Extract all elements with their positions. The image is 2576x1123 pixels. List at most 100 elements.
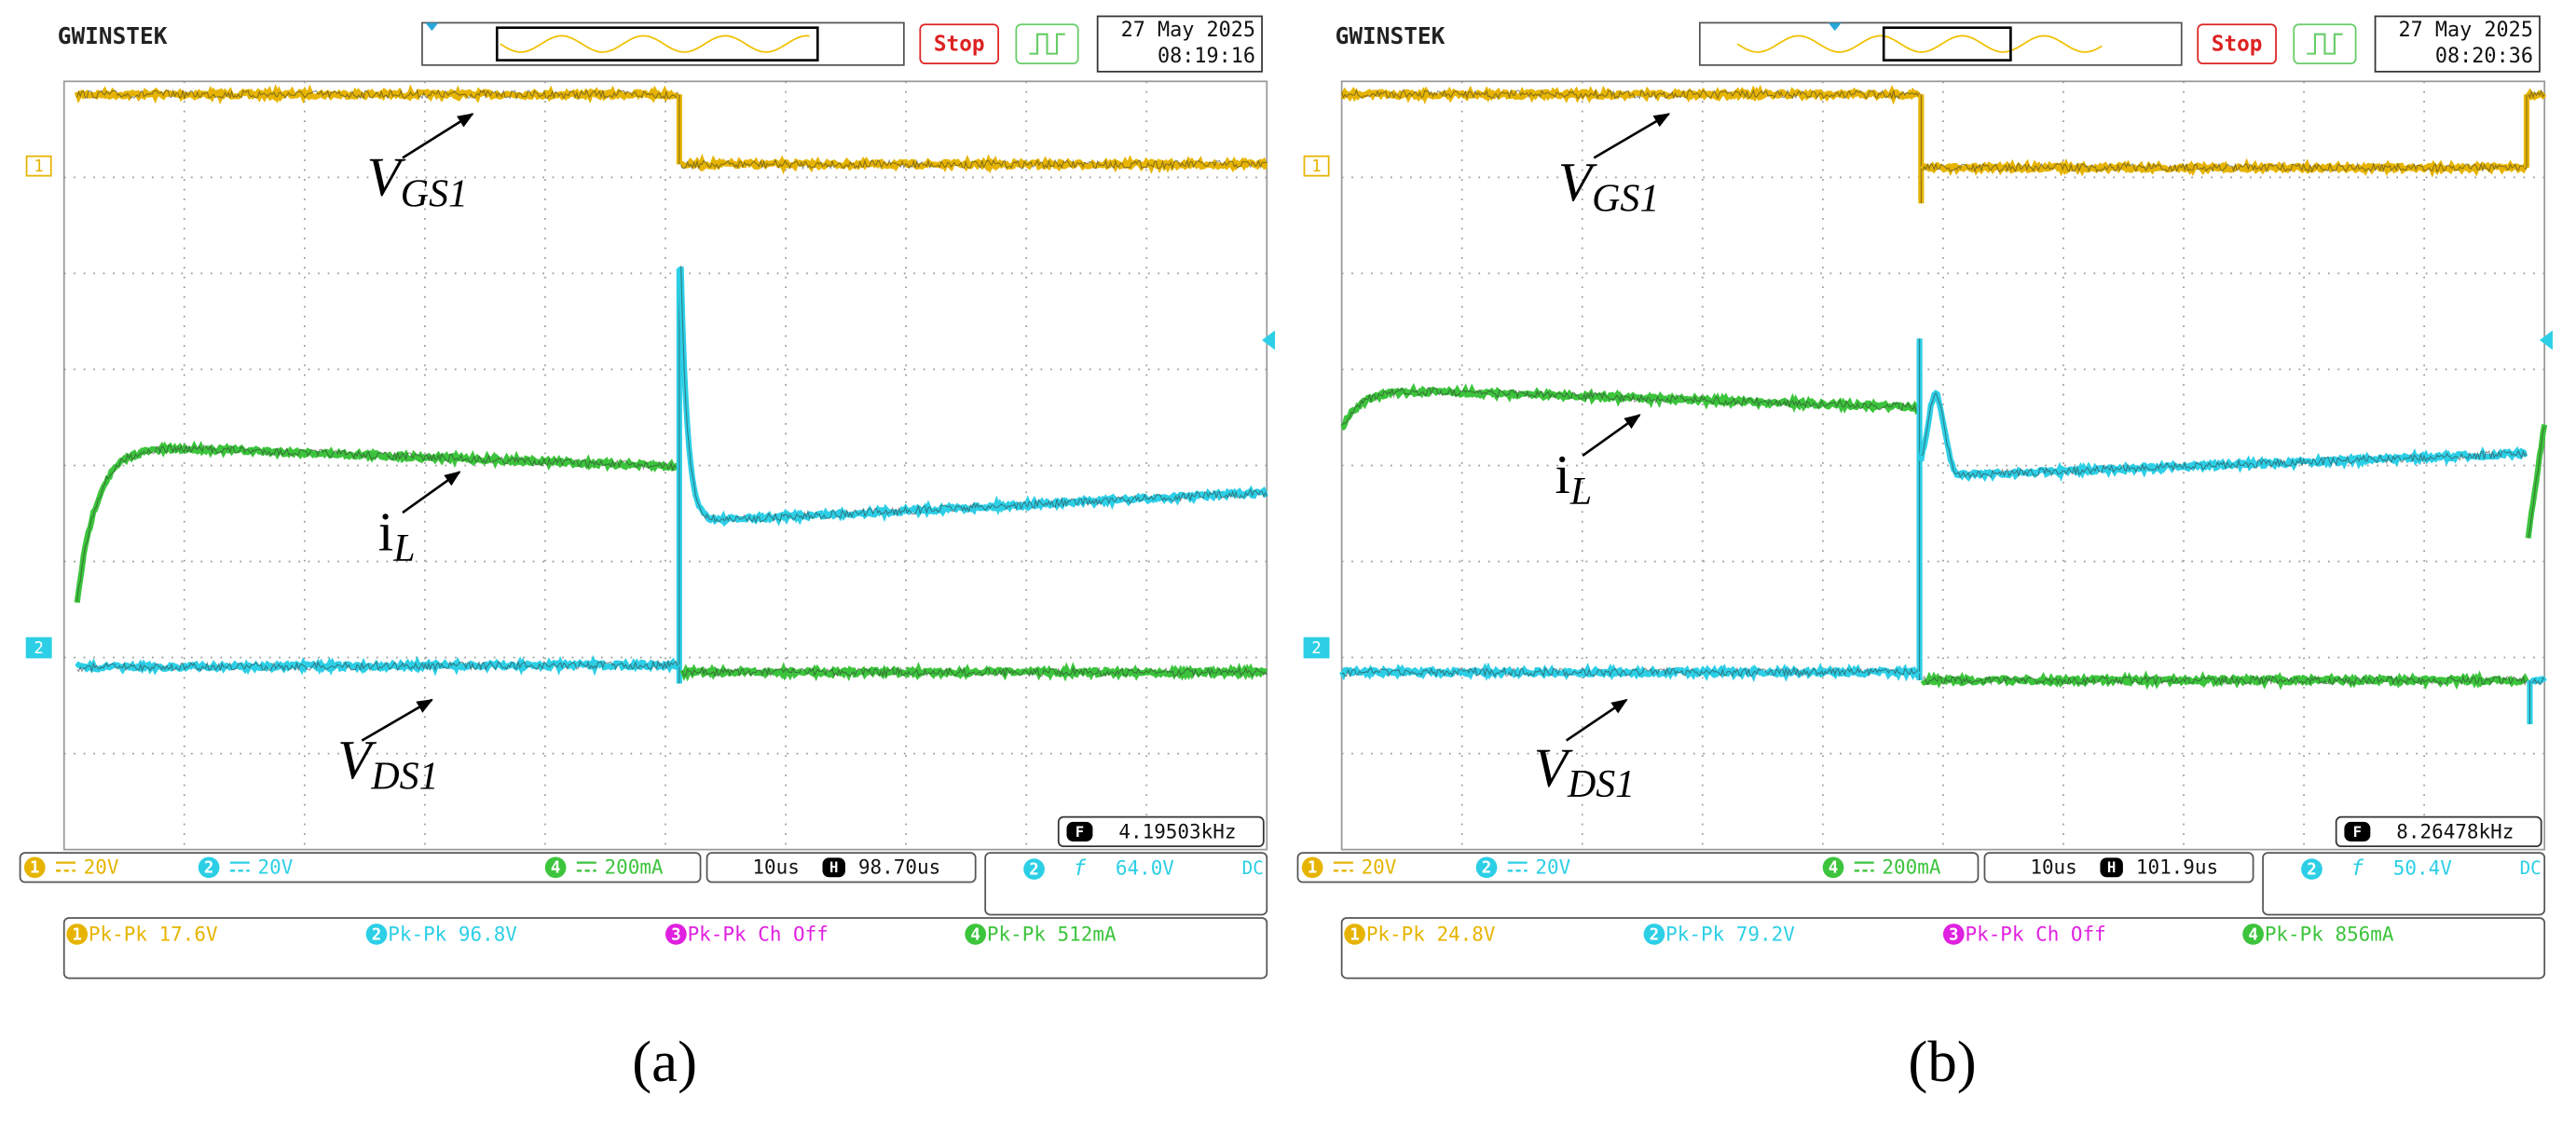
- trace: [680, 153, 1268, 175]
- horizontal-icon-bg: [822, 857, 845, 878]
- trigger-box: [2262, 852, 2546, 916]
- annotation-arrow: [1565, 698, 1628, 742]
- annotation-subscript: DS1: [1567, 763, 1635, 806]
- trace-noise: [1341, 666, 1919, 678]
- channel-badge: [1344, 924, 1365, 945]
- channel-scale: 20V: [258, 856, 294, 879]
- trace: [1918, 390, 2528, 483]
- datetime-box: [1096, 15, 1263, 73]
- brand-logo: GWINSTEK: [1336, 22, 1446, 49]
- measurement: Pk-Pk 17.6V: [89, 923, 218, 945]
- trace: [1339, 662, 1921, 683]
- channel-id: 2: [2307, 860, 2317, 879]
- trace-noise: [76, 659, 678, 674]
- stop-button: [2197, 23, 2277, 64]
- channel-row: [19, 852, 702, 883]
- scope-panel: GWINSTEK Stop 27 May 2025 08:20:36 1 2 F 8.2647…: [1296, 15, 2553, 1094]
- channel-id: 2: [1482, 859, 1492, 878]
- channel-id: 2: [1029, 860, 1039, 879]
- dc-coupling-glyph: [229, 861, 250, 872]
- annotation-symbol: i: [378, 500, 394, 562]
- annotation-label: VDS1: [1534, 736, 1635, 806]
- screen: [1340, 80, 2546, 851]
- channel-badge: [1942, 924, 1965, 945]
- trace-noise: [1341, 387, 1919, 426]
- measurement: Pk-Pk 96.8V: [388, 923, 517, 945]
- annotation-subscript: L: [1569, 471, 1592, 514]
- trigger-slope: f: [2351, 856, 2364, 881]
- dc-coupling-glyph: [1854, 861, 1874, 872]
- channel-id: 4: [2248, 925, 2258, 944]
- channel-badge: [1643, 924, 1665, 945]
- trigger-marker: [1828, 22, 1842, 32]
- channel-badge: [1475, 856, 1498, 879]
- annotation-arrow: [1593, 113, 1671, 159]
- annotation-label: VGS1: [367, 145, 468, 215]
- timebase: 10us: [752, 856, 799, 879]
- trigger-level: 50.4V: [2393, 857, 2452, 880]
- annotation-symbol: V: [337, 728, 377, 789]
- channel-badge: [2242, 924, 2264, 945]
- channel-marker-label: 1: [1311, 157, 1322, 176]
- preview-window: [1882, 26, 2012, 62]
- measurement: Pk-Pk Ch Off: [688, 923, 829, 945]
- channel-badge: [544, 856, 567, 879]
- trace-noise: [680, 266, 1267, 524]
- channel-scale: 200mA: [605, 856, 664, 879]
- frequency-icon-bg: [2344, 821, 2371, 842]
- position: 98.70us: [858, 856, 940, 879]
- channel-id: 1: [1350, 925, 1360, 944]
- scope-panel: GWINSTEK Stop 27 May 2025 08:19:16 1 2 F 4.1950…: [19, 15, 1276, 1094]
- preview-window: [495, 26, 819, 62]
- channel-badge: [965, 924, 987, 945]
- date: 27 May 2025: [2399, 19, 2533, 42]
- trigger-coupling: DC: [2520, 857, 2542, 879]
- channel-badge: [665, 924, 687, 945]
- trace: [1920, 157, 2529, 178]
- channel-badge: [365, 924, 388, 945]
- channel-id: 4: [1829, 859, 1839, 878]
- annotation-arrow: [361, 698, 433, 742]
- dc-coupling-glyph: [1333, 861, 1353, 872]
- channel-badge: [2301, 858, 2323, 880]
- channel-badge: [1301, 856, 1323, 879]
- caption: (a): [632, 1029, 697, 1094]
- stop-button: [919, 23, 1000, 64]
- position: 101.9us: [2136, 856, 2218, 879]
- trigger-marker: [425, 22, 439, 32]
- channel-marker-label: 2: [1311, 639, 1322, 658]
- frequency-icon: F: [2353, 823, 2362, 841]
- annotation-subscript: GS1: [1592, 177, 1659, 220]
- horizontal-icon: H: [829, 858, 838, 876]
- preview-wave: [500, 34, 810, 53]
- channel-marker-label: 1: [34, 157, 44, 176]
- annotation-arrow: [402, 471, 461, 514]
- dc-coupling-glyph: [576, 861, 596, 872]
- horizontal-icon: H: [2107, 858, 2116, 876]
- annotation-symbol: V: [367, 145, 406, 207]
- dc-coupling-glyph: [1507, 861, 1528, 872]
- caption: (b): [1908, 1029, 1976, 1094]
- trace-noise: [1922, 161, 2528, 173]
- frequency-box: [1057, 815, 1265, 847]
- channel-id: 2: [372, 925, 382, 944]
- frequency-box: [2335, 815, 2542, 847]
- trace-noise: [2528, 89, 2545, 100]
- trigger-level-marker: [2539, 330, 2553, 350]
- channel-marker: [1303, 155, 1330, 177]
- annotation-label: VGS1: [1558, 150, 1659, 220]
- annotation-symbol: i: [1555, 444, 1570, 505]
- trigger-box: [984, 852, 1268, 916]
- annotation-symbol: V: [1558, 150, 1597, 212]
- trace-noise: [1922, 674, 2528, 687]
- measurement: Pk-Pk 512mA: [987, 923, 1117, 945]
- brand-logo: GWINSTEK: [58, 22, 168, 49]
- annotation-label: VDS1: [337, 728, 438, 798]
- channel-id: 4: [551, 859, 561, 878]
- trace-noise: [1921, 391, 2528, 479]
- measurement: Pk-Pk 856mA: [2265, 923, 2394, 945]
- annotation-arrow: [1582, 414, 1641, 458]
- trigger-coupling: DC: [1242, 857, 1264, 879]
- channel-id: 3: [671, 925, 681, 944]
- datetime-box: [2374, 15, 2541, 73]
